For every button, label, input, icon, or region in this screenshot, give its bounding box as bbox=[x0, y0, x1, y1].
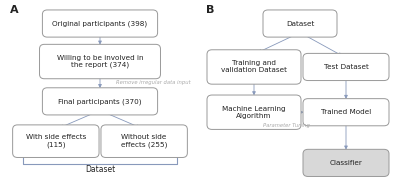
Text: Original participants (398): Original participants (398) bbox=[52, 20, 148, 27]
Text: Classifier: Classifier bbox=[330, 160, 362, 166]
Text: A: A bbox=[10, 5, 18, 15]
Text: Training and
validation Dataset: Training and validation Dataset bbox=[221, 60, 287, 73]
FancyBboxPatch shape bbox=[263, 10, 337, 37]
Text: Final participants (370): Final participants (370) bbox=[58, 98, 142, 105]
Text: Dataset: Dataset bbox=[85, 165, 115, 174]
Text: Parameter Tuning: Parameter Tuning bbox=[262, 123, 310, 128]
Text: Remove irregular data input: Remove irregular data input bbox=[116, 80, 191, 85]
FancyBboxPatch shape bbox=[13, 125, 99, 157]
Text: Willing to be involved in
the report (374): Willing to be involved in the report (37… bbox=[57, 55, 143, 68]
FancyBboxPatch shape bbox=[207, 50, 301, 84]
FancyBboxPatch shape bbox=[303, 99, 389, 126]
FancyBboxPatch shape bbox=[42, 10, 158, 37]
FancyBboxPatch shape bbox=[40, 44, 160, 79]
Text: Test Dataset: Test Dataset bbox=[324, 64, 368, 70]
Text: Dataset: Dataset bbox=[286, 20, 314, 27]
FancyBboxPatch shape bbox=[303, 53, 389, 81]
Text: Machine Learning
Algorithm: Machine Learning Algorithm bbox=[222, 106, 286, 119]
Text: Without side
effects (255): Without side effects (255) bbox=[121, 134, 167, 148]
FancyBboxPatch shape bbox=[303, 149, 389, 176]
Text: With side effects
(115): With side effects (115) bbox=[26, 134, 86, 148]
Text: B: B bbox=[206, 5, 214, 15]
FancyBboxPatch shape bbox=[101, 125, 187, 157]
FancyBboxPatch shape bbox=[42, 88, 158, 115]
Text: Trained Model: Trained Model bbox=[321, 109, 371, 115]
FancyBboxPatch shape bbox=[207, 95, 301, 129]
